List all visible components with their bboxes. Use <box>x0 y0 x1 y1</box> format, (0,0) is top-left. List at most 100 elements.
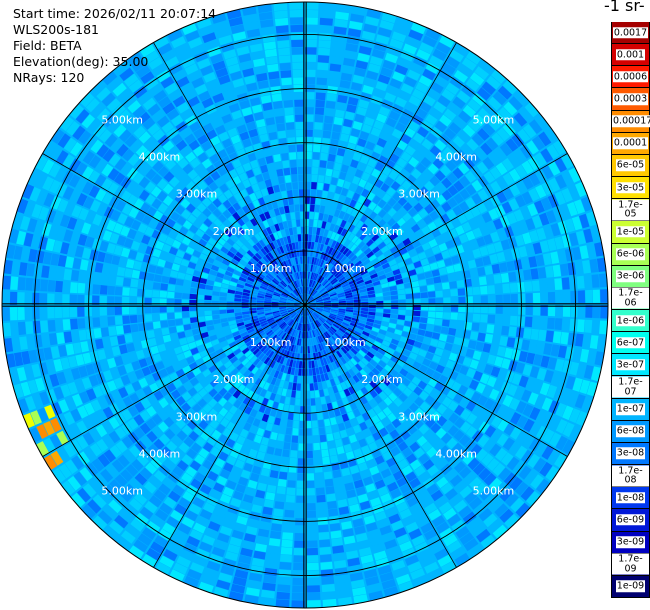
field-cell <box>306 495 316 503</box>
field-cell <box>494 356 504 367</box>
field-cell <box>450 305 459 312</box>
field-cell <box>366 9 382 19</box>
field-cell <box>273 326 280 333</box>
field-cell <box>411 322 420 329</box>
field-cell <box>305 406 311 414</box>
field-cell <box>502 315 511 325</box>
field-cell <box>579 379 591 395</box>
field-cell <box>560 153 574 169</box>
field-cell <box>461 57 477 71</box>
field-cell <box>320 373 326 382</box>
field-cell <box>366 109 378 120</box>
field-cell <box>114 474 128 488</box>
field-cell <box>373 215 382 224</box>
field-cell <box>461 221 472 233</box>
field-cell <box>360 214 368 223</box>
field-cell <box>547 238 557 252</box>
field-cell <box>397 413 408 424</box>
field-cell <box>318 427 326 435</box>
field-cell <box>474 147 487 161</box>
field-cell <box>434 252 444 262</box>
field-cell <box>487 519 503 533</box>
field-cell <box>420 157 432 168</box>
field-cell <box>374 479 386 490</box>
field-cell <box>306 532 318 541</box>
field-cell <box>361 298 369 302</box>
field-cell <box>349 244 357 252</box>
field-cell <box>419 401 430 412</box>
field-cell <box>300 391 305 399</box>
field-cell <box>316 494 326 503</box>
field-cell <box>535 254 545 267</box>
field-cell <box>378 329 387 336</box>
field-cell <box>448 412 460 424</box>
field-cell <box>155 562 171 575</box>
field-cell <box>414 465 426 477</box>
field-cell <box>406 357 415 366</box>
field-cell <box>194 472 206 483</box>
field-cell <box>581 396 593 412</box>
field-cell <box>363 23 378 34</box>
field-cell <box>103 504 118 519</box>
field-cell <box>482 122 496 136</box>
field-cell <box>441 189 453 201</box>
field-cell <box>289 2 303 10</box>
field-cell <box>335 272 343 279</box>
field-cell <box>417 548 433 561</box>
field-cell <box>407 382 417 392</box>
field-cell <box>384 335 393 343</box>
field-cell <box>401 180 412 191</box>
field-cell <box>509 183 521 197</box>
field-cell <box>338 506 350 515</box>
field-cell <box>301 383 305 391</box>
range-ring-label: 5.00km <box>101 485 143 498</box>
field-cell <box>196 311 205 317</box>
field-cell <box>10 276 19 290</box>
field-cell <box>415 370 425 380</box>
field-cell <box>431 515 446 528</box>
field-cell <box>308 331 311 339</box>
field-cell <box>337 329 345 336</box>
field-cell <box>188 431 199 442</box>
field-cell <box>318 235 323 244</box>
field-cell <box>308 300 316 304</box>
field-cell <box>473 295 481 304</box>
field-cell <box>476 528 491 543</box>
field-cell <box>329 523 341 532</box>
field-cell <box>315 258 320 266</box>
field-cell <box>61 480 76 496</box>
field-cell <box>565 375 576 390</box>
field-cell <box>383 387 393 396</box>
field-cell <box>445 82 460 95</box>
field-cell <box>236 419 246 429</box>
field-cell <box>324 418 331 427</box>
field-cell <box>528 340 538 353</box>
field-cell <box>497 85 513 100</box>
field-cell <box>203 502 216 514</box>
field-cell <box>596 257 606 272</box>
field-cell <box>389 463 401 475</box>
field-cell <box>422 35 438 48</box>
field-cell <box>350 208 359 217</box>
field-cell <box>422 94 436 107</box>
field-cell <box>421 225 431 235</box>
field-cell <box>560 389 572 404</box>
field-cell <box>511 373 522 386</box>
field-cell <box>276 387 283 396</box>
field-cell <box>305 428 312 436</box>
field-cell <box>245 487 256 497</box>
field-cell <box>284 396 291 405</box>
field-cell <box>93 273 102 284</box>
field-cell <box>539 240 550 253</box>
field-cell <box>225 438 236 449</box>
field-cell <box>564 218 576 233</box>
field-cell <box>358 438 368 448</box>
field-cell <box>356 339 365 347</box>
field-cell <box>274 10 288 19</box>
field-cell <box>535 184 547 199</box>
field-cell <box>467 544 483 558</box>
field-cell <box>236 515 248 526</box>
field-cell <box>408 333 417 340</box>
field-cell <box>493 218 504 230</box>
field-cell <box>338 327 346 334</box>
